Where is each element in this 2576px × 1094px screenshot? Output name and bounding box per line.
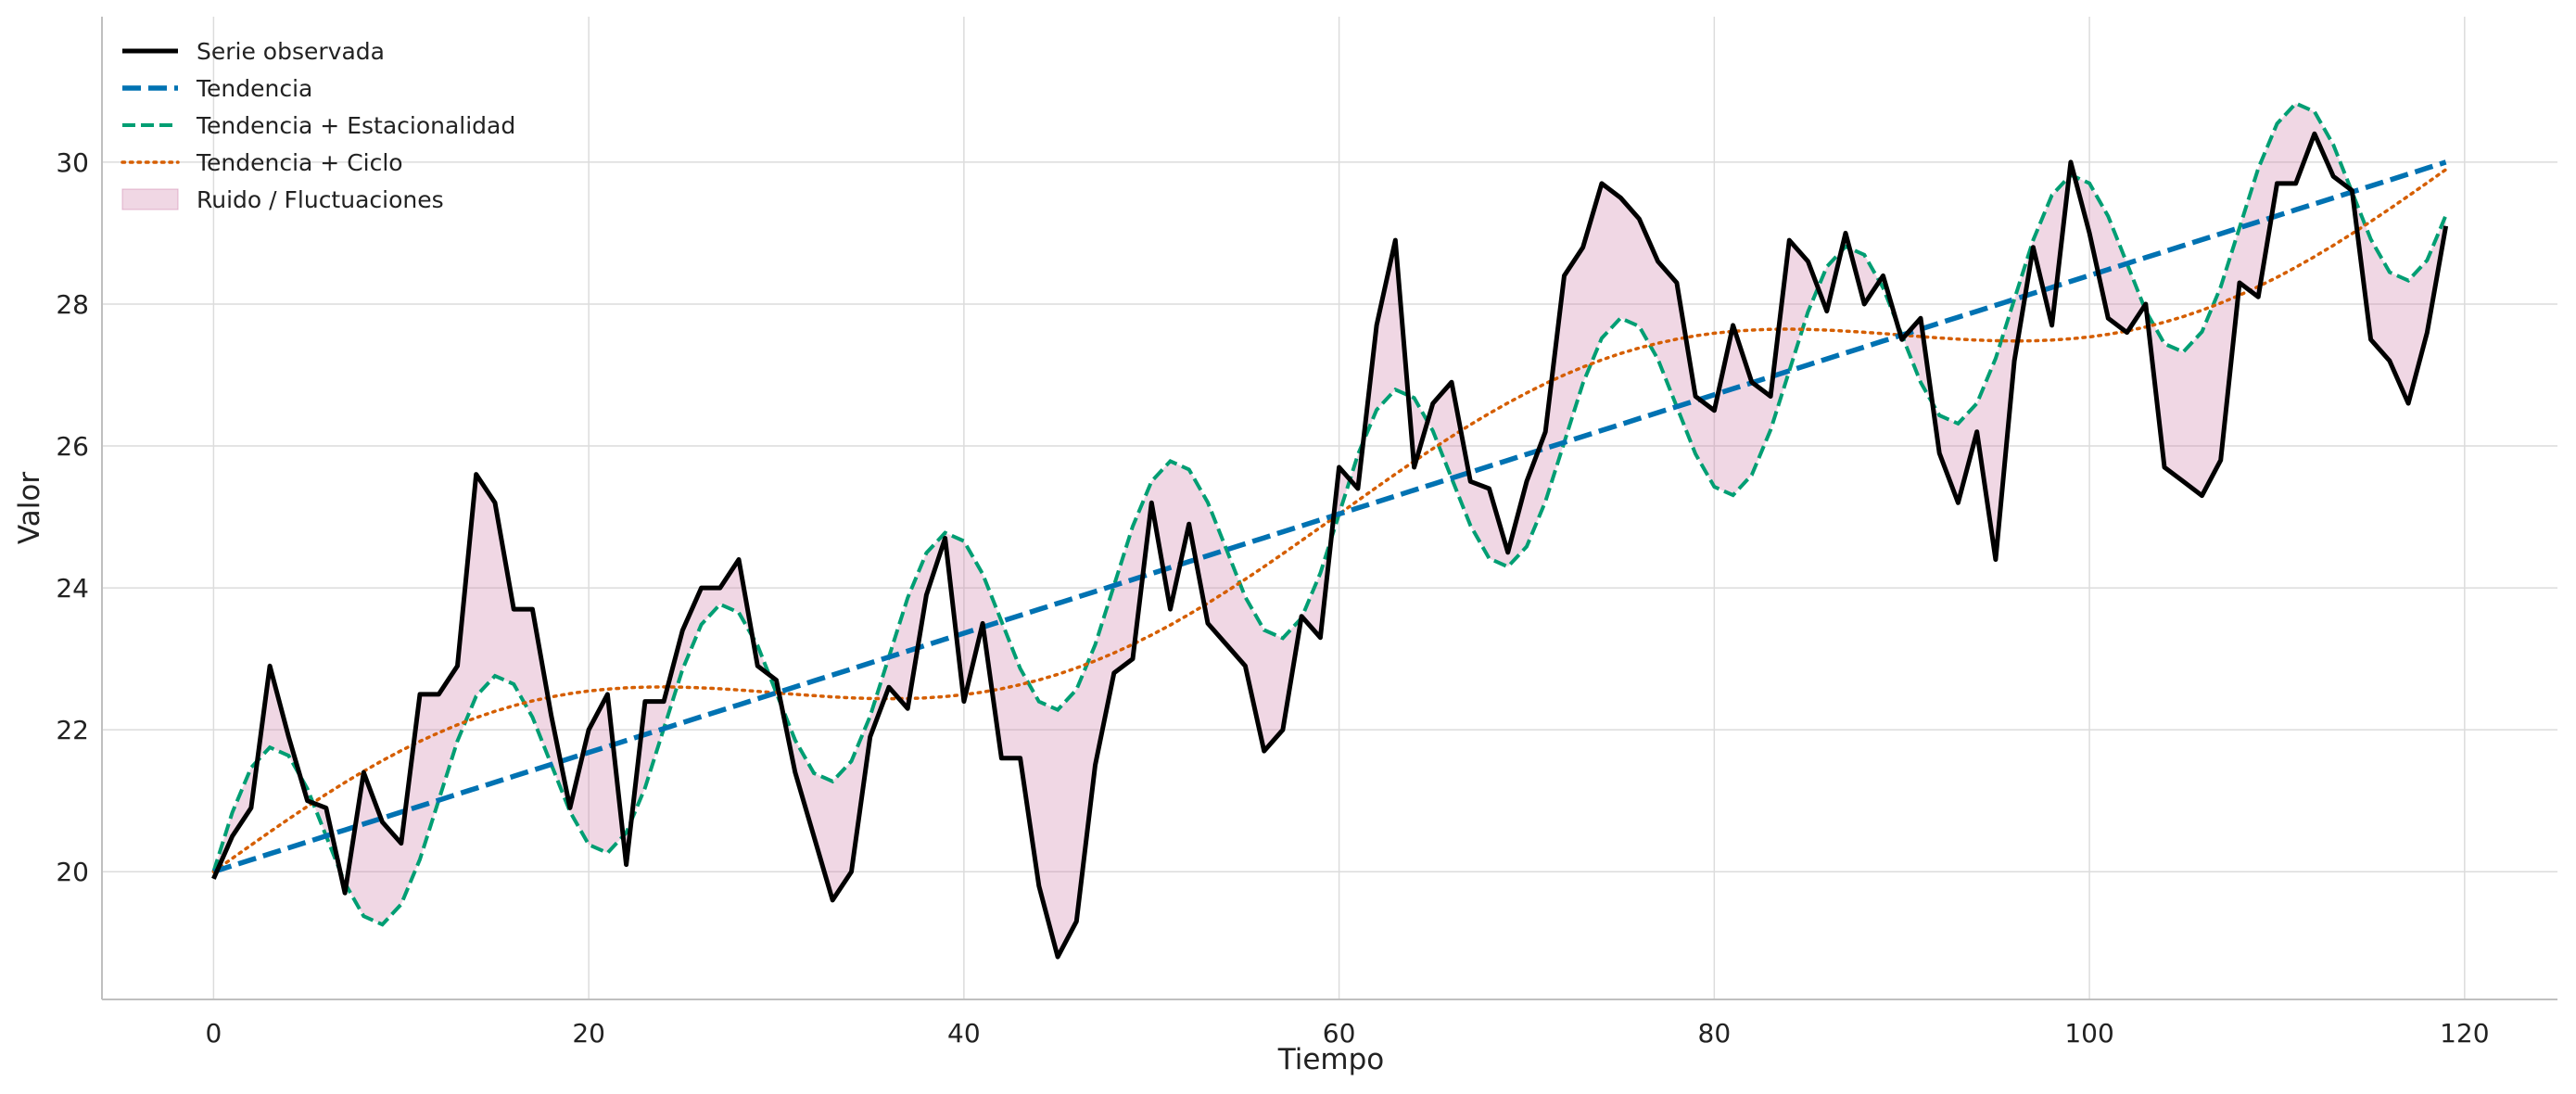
- x-tick-label: 60: [1323, 1018, 1356, 1049]
- y-tick-label: 20: [56, 857, 89, 887]
- legend-label-trend: Tendencia: [196, 75, 312, 102]
- legend-label-cycle: Tendencia + Ciclo: [196, 149, 403, 176]
- x-tick-label: 20: [572, 1018, 605, 1049]
- cycle-line: [211, 168, 2448, 873]
- x-tick-label: 100: [2064, 1018, 2113, 1049]
- legend-label-observed: Serie observada: [197, 38, 385, 65]
- x-axis-label: Tiempo: [1277, 1043, 1385, 1076]
- axes-layer: [101, 17, 2557, 1000]
- x-tick-label: 80: [1698, 1018, 1732, 1049]
- x-tick-label: 40: [947, 1018, 981, 1049]
- legend-label-noise: Ruido / Fluctuaciones: [197, 186, 444, 213]
- legend-label-seasonal: Tendencia + Estacionalidad: [196, 112, 515, 139]
- x-tick-label: 120: [2440, 1018, 2489, 1049]
- observed-line: [211, 131, 2449, 960]
- y-tick-label: 26: [56, 431, 89, 462]
- y-tick-label: 30: [56, 147, 89, 178]
- x-tick-label: 0: [205, 1018, 222, 1049]
- noise-band: [213, 103, 2446, 958]
- legend: Serie observada Tendencia Tendencia + Esta…: [121, 38, 515, 213]
- tick-labels-layer: 0 20 40 60 80 100 120 20 22 24 26 28 30: [56, 147, 2489, 1049]
- grid-layer: [102, 17, 2557, 999]
- y-axis-label: Valor: [13, 472, 46, 544]
- series-lines-layer: [211, 101, 2449, 960]
- trend-line: [212, 159, 2447, 874]
- y-tick-label: 24: [56, 573, 89, 604]
- noise-band-layer: [213, 103, 2446, 958]
- y-tick-label: 22: [56, 715, 89, 745]
- y-tick-label: 28: [56, 289, 89, 320]
- legend-swatch-noise: [121, 188, 179, 210]
